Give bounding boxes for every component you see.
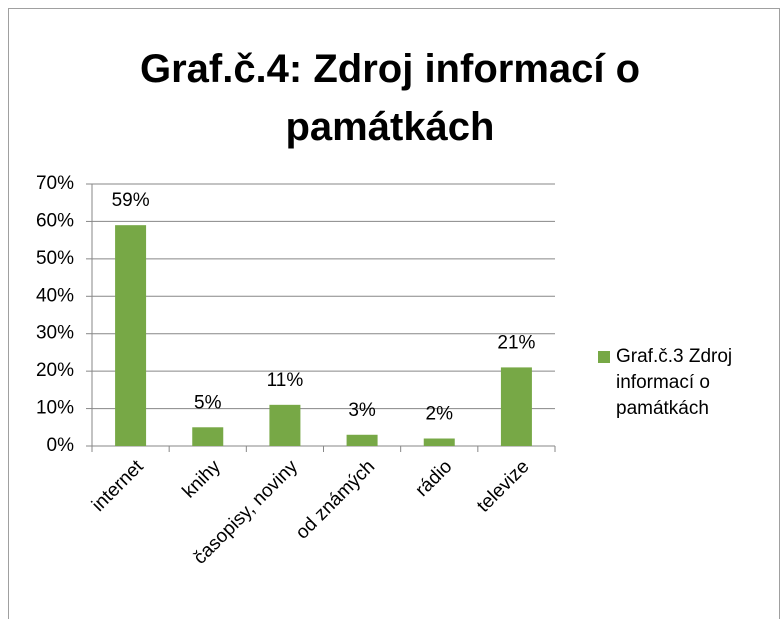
x-tick-label: od známých xyxy=(292,456,379,543)
data-label: 5% xyxy=(194,392,222,413)
y-tick-label: 50% xyxy=(36,248,74,269)
data-label: 11% xyxy=(267,370,304,391)
x-tick-label: rádio xyxy=(412,456,457,501)
y-tick-label: 10% xyxy=(36,398,74,419)
y-tick-label: 30% xyxy=(36,323,74,344)
legend-label: Graf.č.3 Zdroj informací o památkách xyxy=(616,346,733,419)
y-tick-label: 60% xyxy=(36,210,74,231)
bar xyxy=(500,367,532,446)
x-tick-label: internet xyxy=(88,456,148,516)
y-tick-label: 0% xyxy=(47,435,75,456)
data-label: 59% xyxy=(112,190,150,211)
bar xyxy=(346,434,378,446)
x-tick-label: knihy xyxy=(179,456,226,503)
data-label: 2% xyxy=(426,404,454,425)
bar xyxy=(423,438,455,446)
bar xyxy=(115,225,147,446)
chart-frame xyxy=(8,8,780,619)
legend-swatch xyxy=(598,351,610,363)
bar xyxy=(192,427,224,446)
legend: Graf.č.3 Zdroj informací o památkách xyxy=(598,344,766,422)
y-tick-label: 20% xyxy=(36,360,74,381)
y-tick-label: 70% xyxy=(36,173,74,194)
x-tick-label: televize xyxy=(473,456,533,516)
bar xyxy=(269,404,301,446)
data-label: 21% xyxy=(497,332,535,353)
data-label: 3% xyxy=(348,400,376,421)
y-tick-label: 40% xyxy=(36,285,74,306)
chart-title: Graf.č.4: Zdroj informací o památkách xyxy=(139,47,641,149)
